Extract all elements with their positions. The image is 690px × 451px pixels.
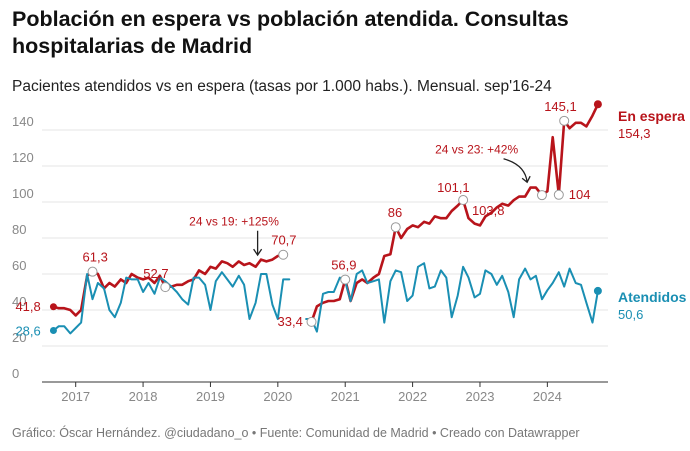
annotation-arrow-2023: [503, 158, 531, 184]
y-tick-label: 60: [12, 258, 26, 273]
x-tick-label: 2024: [533, 389, 562, 404]
x-tick-label: 2020: [263, 389, 292, 404]
series-end-value-espera: 154,3: [618, 126, 651, 141]
annotation-2019: 24 vs 19: +125%: [189, 214, 279, 228]
series-end-value-atendidos: 50,6: [618, 307, 643, 322]
grid-layer: 0 20 40 60 80 100 120 140: [12, 114, 608, 383]
series-end-point: [593, 100, 602, 109]
data-label: 28,6: [15, 324, 40, 339]
y-tick-label: 120: [12, 150, 34, 165]
data-label: 101,1: [437, 180, 470, 195]
y-tick-label: 140: [12, 114, 34, 129]
y-tick-label: 40: [12, 294, 26, 309]
highlight-marker: [559, 115, 570, 126]
series-end-labels: En espera 154,3 Atendidos 50,6: [618, 108, 687, 322]
data-label: 56,9: [331, 258, 356, 273]
highlight-marker: [340, 274, 351, 285]
x-axis: 2017 2018 2019 2020 2021 2022 2023 2024: [61, 382, 562, 404]
highlight-marker: [536, 190, 547, 201]
x-tick-label: 2021: [331, 389, 360, 404]
highlight-marker: [306, 316, 317, 327]
x-tick-label: 2022: [398, 389, 427, 404]
data-label: 61,3: [83, 250, 108, 265]
series-layer: [49, 100, 602, 335]
x-tick-label: 2019: [196, 389, 225, 404]
series-label-espera: En espera: [618, 108, 685, 124]
series-start-point: [49, 327, 57, 335]
data-label: 86: [388, 205, 402, 220]
y-tick-label: 100: [12, 186, 34, 201]
x-tick-label: 2017: [61, 389, 90, 404]
y-tick-label: 20: [12, 330, 26, 345]
series-label-atendidos: Atendidos: [618, 289, 687, 305]
data-label: 33,4: [278, 314, 303, 329]
highlight-marker: [160, 282, 171, 293]
chart-subtitle: Pacientes atendidos vs en espera (tasas …: [12, 78, 552, 95]
series-line-atendidos: [52, 262, 599, 335]
chart-title: Población en espera vs población atendid…: [12, 7, 569, 58]
annotation-2023: 24 vs 23: +42%: [435, 142, 518, 156]
highlight-marker: [458, 195, 469, 206]
series-start-point: [49, 303, 57, 311]
data-label: 103,8: [472, 203, 505, 218]
highlight-marker: [278, 249, 289, 260]
highlight-marker: [390, 222, 401, 233]
data-label: 104: [569, 187, 591, 202]
data-label: 145,1: [544, 99, 577, 114]
data-label: 41,8: [15, 299, 40, 314]
x-tick-label: 2023: [466, 389, 495, 404]
data-label: 70,7: [271, 233, 296, 248]
highlight-marker: [87, 266, 98, 277]
annotations: 24 vs 19: +125% 24 vs 23: +42%: [189, 142, 531, 257]
annotation-arrow-2019: [253, 230, 263, 257]
y-tick-label: 0: [12, 366, 19, 381]
series-end-point: [593, 286, 602, 295]
chart-footer: Gráfico: Óscar Hernández. @ciudadano_o •…: [12, 426, 580, 440]
x-tick-label: 2018: [129, 389, 158, 404]
highlight-marker: [553, 189, 564, 200]
series-line-espera: [52, 103, 600, 324]
data-label: 52,7: [143, 266, 168, 281]
y-tick-label: 80: [12, 222, 26, 237]
